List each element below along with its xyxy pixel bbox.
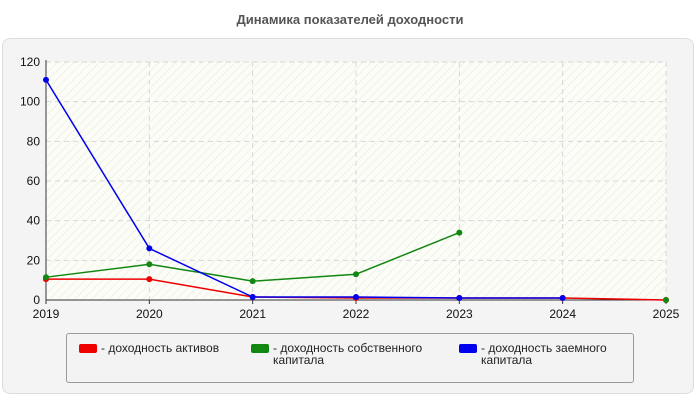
x-tick-label: 2021 [239, 307, 266, 321]
data-point [249, 278, 256, 285]
tick-labels: 0 20 40 60 80 100 120 2019 2020 2021 2022 2023 2024 2… [20, 55, 680, 321]
legend-label-assets: - доходность активов [101, 341, 220, 355]
x-tick-label: 2025 [653, 307, 680, 321]
legend-swatch-debt [459, 344, 477, 353]
x-tick-label: 2022 [343, 307, 370, 321]
data-point [146, 276, 153, 283]
x-tick-label: 2020 [136, 307, 163, 321]
series-1 [43, 229, 669, 303]
y-tick-label: 80 [27, 134, 41, 148]
data-point [249, 294, 256, 301]
x-tick-label: 2019 [33, 307, 60, 321]
legend-swatch-assets [79, 344, 97, 353]
data-point [559, 295, 566, 302]
data-point [43, 274, 49, 281]
data-point [43, 76, 49, 83]
x-tick-label: 2024 [549, 307, 576, 321]
data-point [146, 245, 153, 252]
legend-item-equity: - доходность собственного капитала [251, 342, 443, 366]
data-point [353, 294, 359, 301]
legend-label-debt: - доходность заемного капитала [481, 341, 607, 367]
grid-lines [46, 61, 667, 300]
y-tick-label: 100 [20, 95, 40, 109]
data-point [663, 297, 669, 303]
series-line-2 [45, 79, 563, 299]
legend-item-assets: - доходность активов [79, 342, 251, 354]
legend-item-debt: - доходность заемного капитала [459, 342, 631, 366]
data-point [146, 261, 153, 268]
y-tick-label: 0 [33, 293, 40, 307]
data-point [456, 295, 463, 302]
y-tick-label: 60 [27, 174, 41, 188]
y-tick-label: 20 [27, 253, 41, 267]
legend-swatch-equity [251, 344, 269, 353]
chart-title: Динамика показателей доходности [236, 12, 464, 27]
series-lines [43, 76, 669, 303]
y-tick-label: 40 [27, 214, 41, 228]
legend-label-equity: - доходность собственного капитала [273, 341, 423, 367]
data-point [353, 271, 359, 278]
series-2 [43, 76, 566, 302]
legend: - доходность активов - доходность собств… [66, 333, 634, 383]
data-point [456, 229, 463, 236]
y-tick-label: 120 [20, 55, 40, 69]
x-tick-label: 2023 [446, 307, 473, 321]
